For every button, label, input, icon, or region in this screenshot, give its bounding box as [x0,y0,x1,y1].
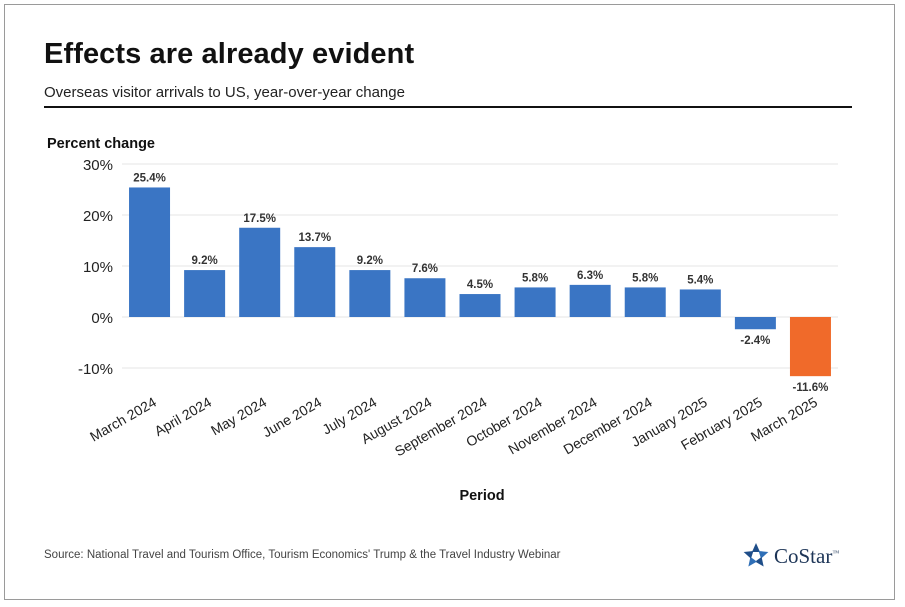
bar [789,317,831,377]
data-label: 6.3% [577,270,603,282]
data-label: 9.2% [357,255,383,267]
data-label: 5.8% [632,272,658,284]
bar [624,287,666,317]
gridlines [122,163,838,369]
data-label: 4.5% [467,279,493,291]
data-labels: 25.4% 9.2% 17.5% 13.7% 9.2% 7.6% 4.5% 5.8% 6.3% 5… [133,172,828,394]
y-axis-ticks: 30% 20% 10% 0% -10% [78,157,113,378]
data-label: 5.4% [687,274,713,286]
y-axis-title: Percent change [47,136,155,152]
y-tick-label: 30% [83,157,113,174]
brand-name: CoStar™ [774,544,839,569]
bar [734,317,776,330]
data-label: 9.2% [192,255,218,267]
x-tick-label: April 2024 [152,394,215,439]
source-note: Source: National Travel and Tourism Offi… [44,549,561,561]
data-label: 25.4% [133,172,166,184]
x-tick-label: May 2024 [208,394,269,439]
bar [349,270,391,317]
data-label: 17.5% [243,213,276,225]
brand-trademark: ™ [832,548,840,557]
costar-star-logo-icon [743,543,769,567]
x-tick-label: September 2024 [392,394,490,460]
data-label: -2.4% [740,335,770,347]
bar [404,278,446,317]
x-tick-label: March 2024 [87,394,159,445]
bar [514,287,556,317]
data-label: -11.6% [793,382,829,394]
title-divider [44,106,852,108]
bar [294,247,336,317]
y-tick-label: 20% [83,208,113,225]
chart-title: Effects are already evident [44,38,415,70]
costar-logo: CoStar™ [742,540,839,572]
data-label: 13.7% [298,232,331,244]
data-label: 5.8% [522,272,548,284]
x-axis-title: Period [459,488,504,504]
y-tick-label: -10% [78,361,113,378]
bar [459,294,501,317]
bar [239,227,281,317]
bar [184,270,226,317]
bar [679,289,721,317]
y-tick-label: 10% [83,259,113,276]
bar [569,284,611,317]
chart-subtitle: Overseas visitor arrivals to US, year-ov… [44,84,405,101]
data-label: 7.6% [412,263,438,275]
brand-wordmark: CoStar [774,543,833,568]
bars [129,187,831,377]
x-tick-label: June 2024 [260,394,325,441]
bar [129,187,171,317]
y-tick-label: 0% [91,310,113,327]
